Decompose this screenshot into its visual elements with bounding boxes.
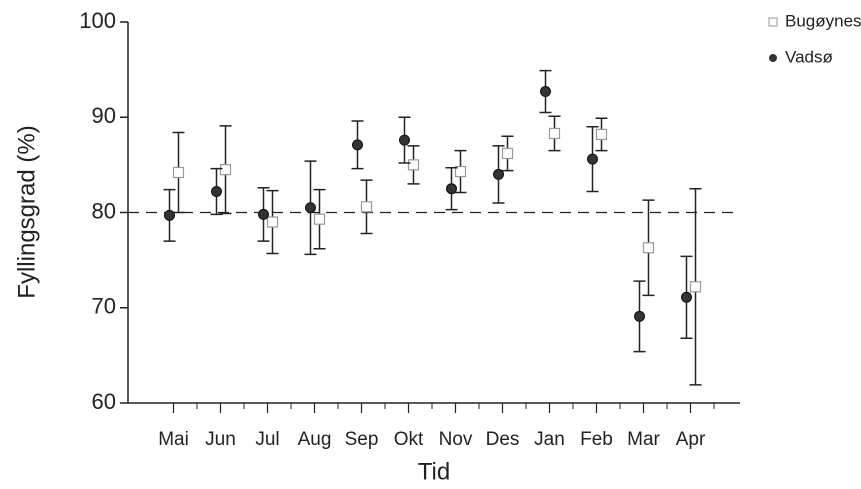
point [595, 128, 608, 140]
legend-label: Bugøynes [785, 11, 861, 30]
point [634, 310, 645, 322]
x-tick-label: Apr [676, 429, 706, 450]
point [493, 168, 504, 180]
point [164, 209, 175, 221]
point [172, 166, 185, 179]
point [266, 216, 279, 228]
point [399, 134, 410, 146]
y-tick-label: 70 [92, 294, 116, 319]
x-tick-label: Aug [298, 429, 332, 450]
point [689, 281, 702, 293]
x-tick-label: Jan [534, 429, 565, 450]
point [540, 86, 551, 98]
x-tick-label: Okt [394, 429, 424, 450]
point [258, 208, 269, 220]
x-tick-label: Jun [205, 429, 236, 450]
legend-marker [768, 17, 778, 27]
y-tick-label: 80 [92, 198, 116, 223]
point [681, 291, 692, 303]
point [360, 201, 373, 213]
point [219, 164, 232, 176]
y-tick-label: 60 [92, 389, 116, 414]
point [305, 202, 316, 214]
legend-label: Vadsø [785, 47, 833, 66]
y-axis-title: Fyllingsgrad (%) [13, 125, 40, 298]
point [454, 165, 467, 178]
y-tick-label: 90 [92, 103, 116, 128]
x-tick-label: Nov [439, 429, 473, 450]
x-tick-label: Sep [345, 429, 379, 450]
x-tick-label: Jul [255, 429, 279, 450]
x-tick-label: Mar [627, 429, 660, 450]
x-axis-title: Tid [418, 458, 450, 485]
point [313, 213, 326, 225]
x-tick-label: Mai [158, 429, 189, 450]
point [352, 139, 363, 151]
point [548, 127, 561, 140]
point [501, 147, 514, 160]
point [407, 159, 420, 171]
legend-marker [769, 54, 777, 62]
point [211, 186, 222, 198]
y-tick-label: 100 [79, 8, 116, 33]
point [446, 183, 457, 195]
x-tick-label: Des [486, 429, 520, 450]
x-tick-label: Feb [580, 429, 613, 450]
point [642, 242, 655, 254]
point [587, 153, 598, 165]
